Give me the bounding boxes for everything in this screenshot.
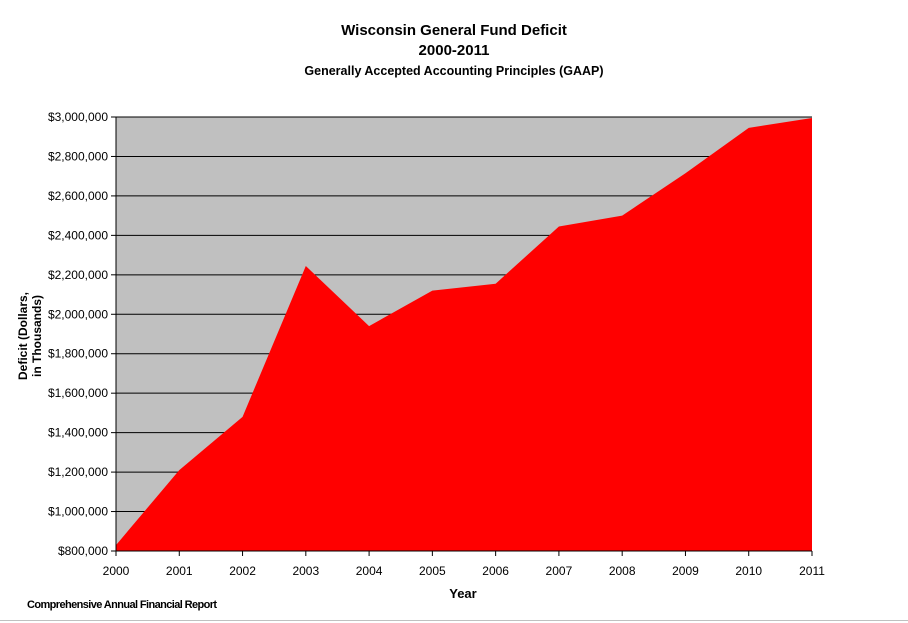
x-tick-label: 2008 [609, 564, 636, 578]
source-footer: Comprehensive Annual Financial Report [27, 599, 217, 611]
chart-subtitle-gaap: Generally Accepted Accounting Principles… [304, 64, 604, 78]
y-tick-label: $2,800,000 [48, 149, 108, 163]
y-tick-label: $1,200,000 [48, 465, 108, 479]
y-tick-label: $2,400,000 [48, 228, 108, 242]
x-tick-label: 2004 [356, 564, 383, 578]
y-tick-label: $800,000 [58, 544, 108, 558]
x-tick-label: 2009 [672, 564, 699, 578]
x-tick-label: 2006 [482, 564, 509, 578]
y-tick-label: $1,000,000 [48, 505, 108, 519]
deficit-area [116, 117, 812, 552]
chart-title: Wisconsin General Fund Deficit [341, 22, 567, 39]
y-axis-label-line1: Deficit (Dollars, [16, 291, 30, 381]
x-tick-label: 2010 [735, 564, 762, 578]
y-axis-ticks: $800,000 $1,000,000 $1,200,000 $1,400,000 $1… [48, 110, 116, 558]
x-tick-label: 2001 [166, 564, 193, 578]
y-axis-label-line2: in Thousands) [30, 295, 44, 377]
chart-subtitle: 2000-2011 [418, 42, 490, 59]
x-tick-label: 2003 [292, 564, 319, 578]
y-tick-label: $2,000,000 [48, 307, 108, 321]
x-tick-label: 2000 [103, 564, 130, 578]
x-tick-label: 2002 [229, 564, 256, 578]
y-tick-label: $2,200,000 [48, 268, 108, 282]
x-tick-label: 2011 [799, 564, 825, 578]
bottom-divider [0, 620, 908, 621]
x-axis-ticks: 2000 2001 2002 2003 2004 2005 2006 2007 2008 2009… [103, 551, 825, 578]
y-tick-label: $1,400,000 [48, 426, 108, 440]
y-tick-label: $1,600,000 [48, 386, 108, 400]
x-tick-label: 2005 [419, 564, 446, 578]
y-tick-label: $3,000,000 [48, 110, 108, 124]
y-tick-label: $1,800,000 [48, 347, 108, 361]
x-axis-label: Year [449, 586, 477, 601]
x-tick-label: 2007 [546, 564, 573, 578]
axes [115, 117, 812, 552]
y-tick-label: $2,600,000 [48, 189, 108, 203]
